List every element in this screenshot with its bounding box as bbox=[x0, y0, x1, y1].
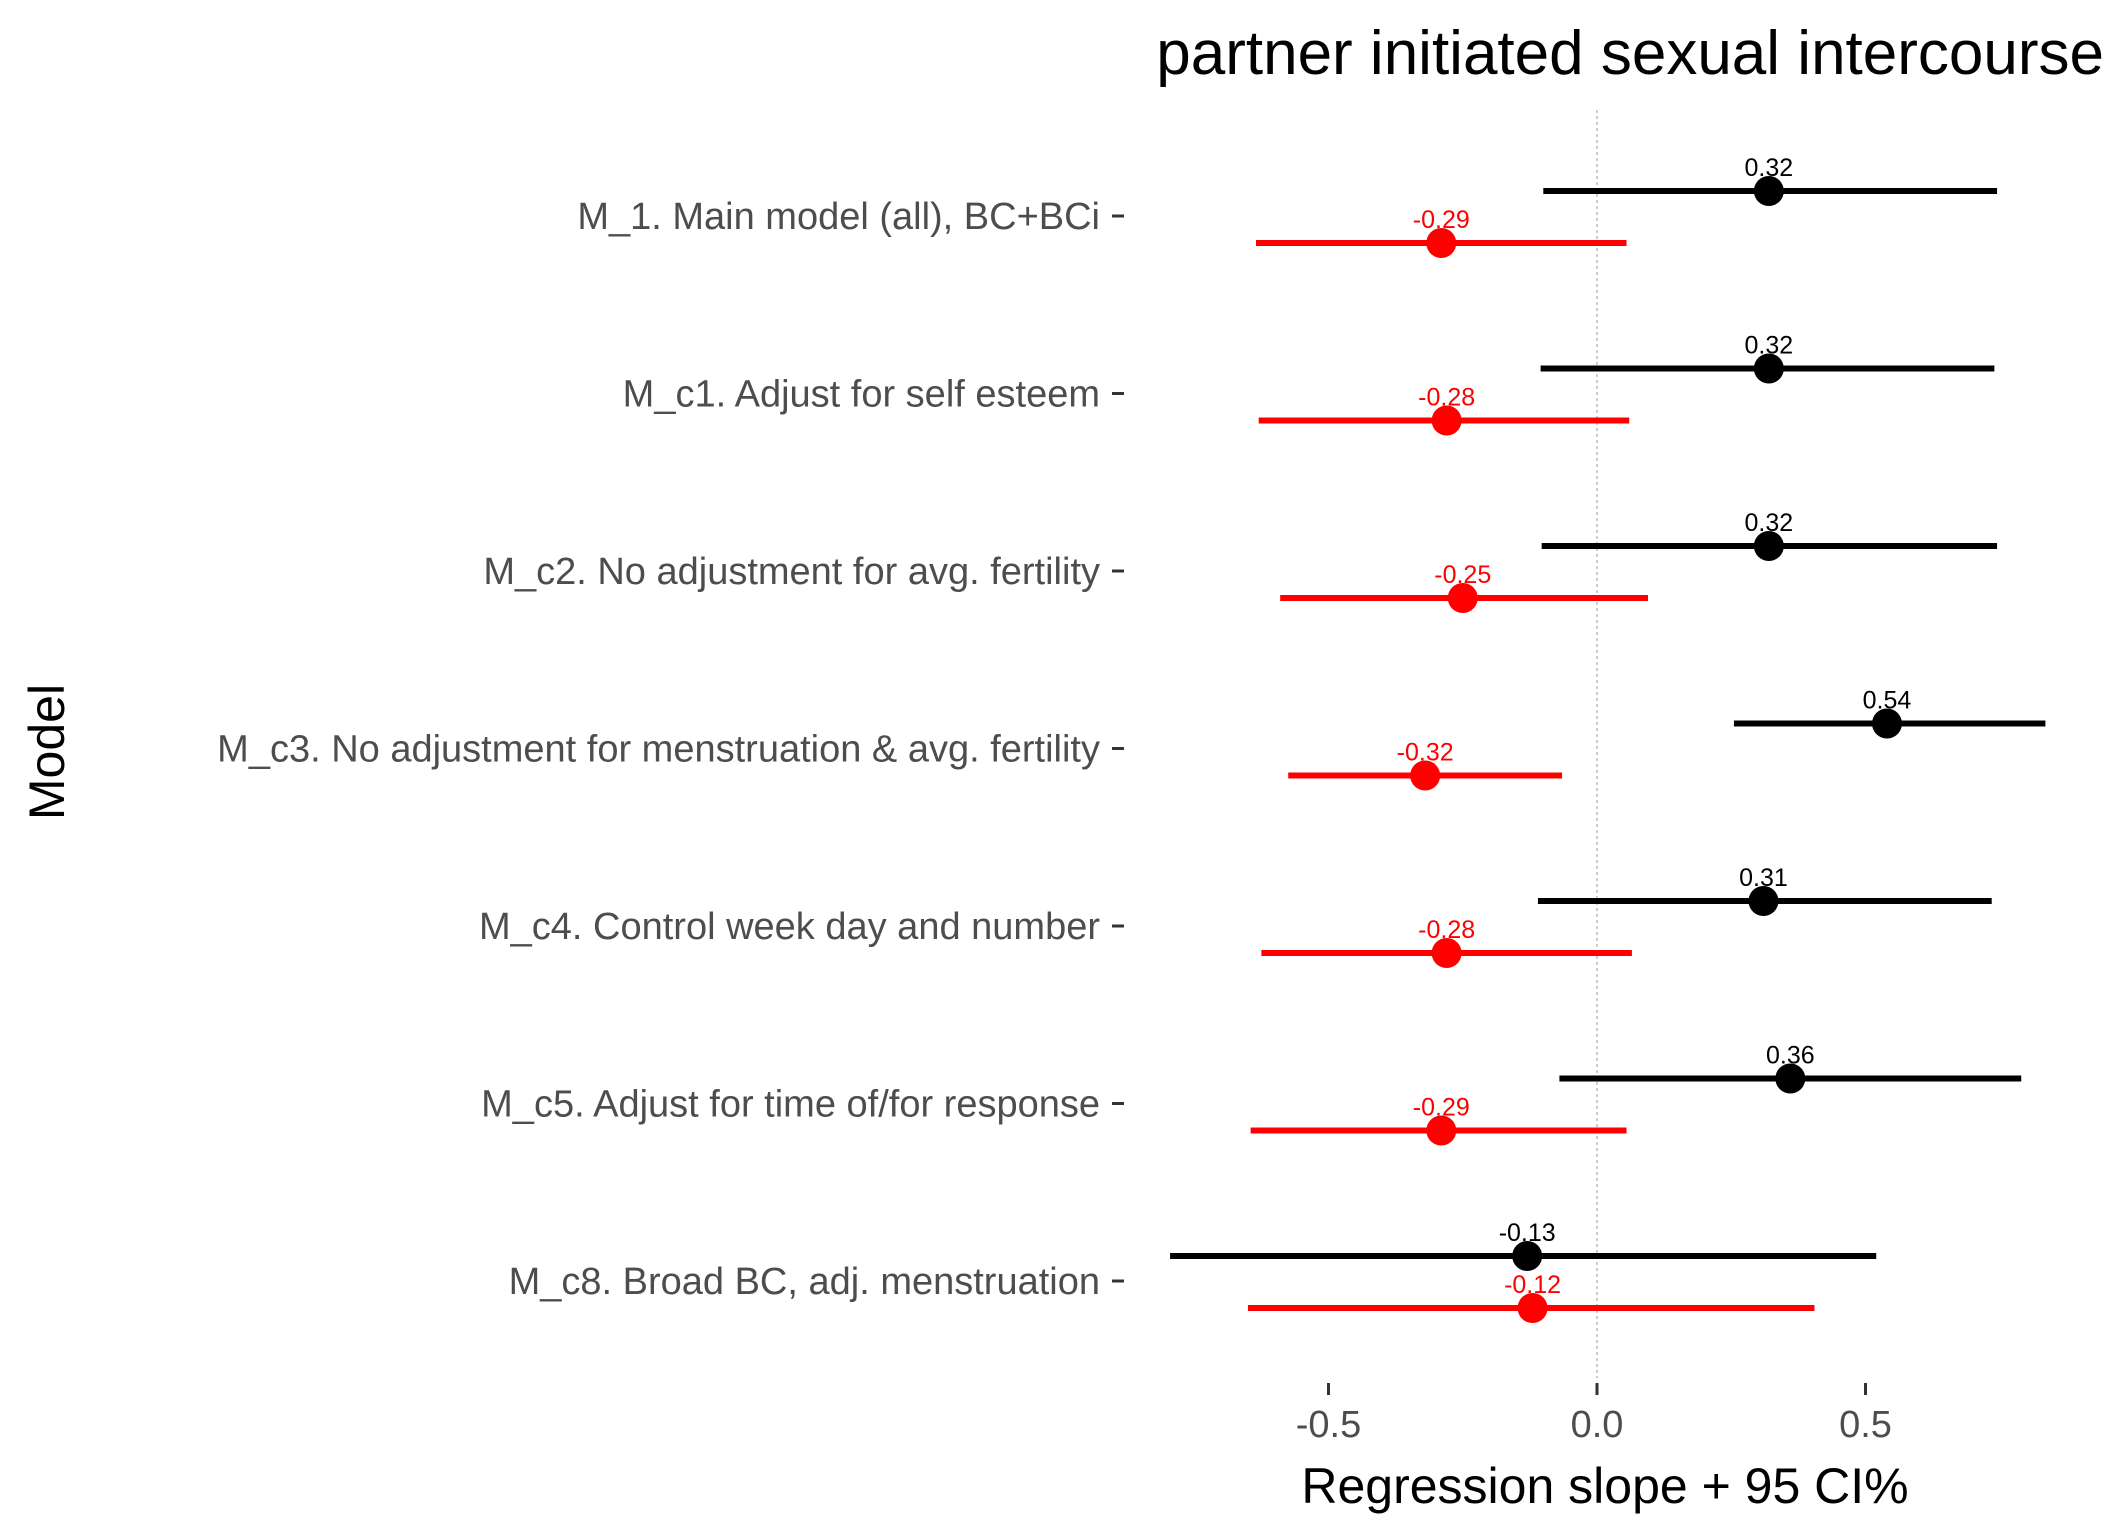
y-tick-label: M_c8. Broad BC, adj. menstruation bbox=[509, 1261, 1100, 1303]
y-axis: M_1. Main model (all), BC+BCi M_c1. Adjus… bbox=[217, 196, 1124, 1303]
y-axis-title: Model bbox=[19, 684, 75, 820]
y-tick-label: M_1. Main model (all), BC+BCi bbox=[577, 196, 1100, 238]
value-label: -0.12 bbox=[1504, 1271, 1561, 1299]
value-label: 0.32 bbox=[1745, 332, 1794, 360]
y-tick-label: M_c2. No adjustment for avg. fertility bbox=[483, 551, 1100, 593]
x-axis-title: Regression slope + 95 CI% bbox=[1301, 1458, 1908, 1514]
value-label: -0.25 bbox=[1434, 561, 1491, 589]
value-label: -0.28 bbox=[1418, 384, 1475, 412]
value-label: 0.36 bbox=[1766, 1042, 1815, 1070]
y-tick-label: M_c3. No adjustment for menstruation & a… bbox=[217, 729, 1100, 771]
y-tick-label: M_c1. Adjust for self esteem bbox=[623, 374, 1100, 416]
value-label: -0.28 bbox=[1418, 916, 1475, 944]
estimate-point bbox=[1426, 228, 1457, 258]
estimate-point bbox=[1447, 583, 1478, 613]
x-tick-label: 0.5 bbox=[1839, 1404, 1892, 1446]
value-label: -0.32 bbox=[1397, 739, 1454, 767]
estimate-point bbox=[1512, 1241, 1543, 1271]
estimate-point bbox=[1431, 938, 1462, 968]
estimate-point bbox=[1753, 176, 1784, 206]
value-label: -0.13 bbox=[1499, 1219, 1556, 1247]
x-tick-label: 0.0 bbox=[1571, 1404, 1624, 1446]
x-tick-label: -0.5 bbox=[1296, 1404, 1361, 1446]
value-label: 0.54 bbox=[1863, 687, 1912, 715]
estimate-point bbox=[1775, 1063, 1806, 1094]
value-label: -0.29 bbox=[1413, 206, 1470, 234]
estimate-point bbox=[1753, 353, 1784, 384]
plot-marks: 0.32 0.32 0.32 0.54 0.31 0.36 -0.13 -0.29 -0.28 -… bbox=[1170, 154, 2046, 1323]
y-tick-label: M_c5. Adjust for time of/for response bbox=[481, 1084, 1100, 1126]
estimate-point bbox=[1871, 708, 1902, 739]
estimate-point bbox=[1748, 886, 1779, 916]
estimate-point bbox=[1431, 405, 1462, 436]
estimate-point bbox=[1753, 531, 1784, 561]
value-label: -0.29 bbox=[1413, 1094, 1470, 1122]
estimate-point bbox=[1426, 1115, 1457, 1146]
estimate-point bbox=[1517, 1293, 1548, 1323]
value-label: 0.32 bbox=[1745, 509, 1794, 537]
x-axis: -0.5 0.0 0.5 bbox=[1296, 1383, 1892, 1446]
value-label: 0.31 bbox=[1739, 864, 1788, 892]
value-label: 0.32 bbox=[1745, 154, 1794, 182]
chart-title: partner initiated sexual intercourse bbox=[1156, 19, 2104, 88]
estimate-point bbox=[1410, 760, 1441, 791]
y-tick-label: M_c4. Control week day and number bbox=[479, 906, 1100, 948]
